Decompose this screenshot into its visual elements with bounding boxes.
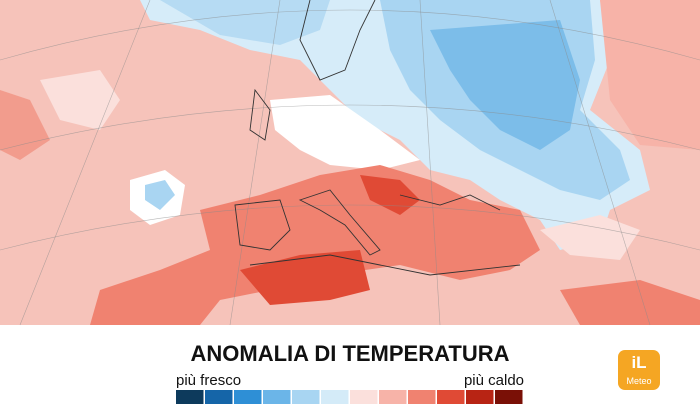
graticule [549,0,651,326]
neutral-area [270,95,420,170]
neutral-area [40,70,120,130]
graticule [229,0,281,326]
color-swatch [466,390,494,404]
neutral-area [540,215,640,260]
color-swatch [437,390,465,404]
logo-badge [618,350,660,390]
coastline [249,254,521,276]
warm-area [600,0,700,150]
color-swatch [495,390,523,404]
color-swatch [176,390,204,404]
warm-area [240,250,370,305]
color-swatch [205,390,233,404]
warm-area [90,165,540,325]
coastline [234,199,291,251]
logo-mark: iL [631,353,646,372]
color-swatch [379,390,407,404]
warm-area [560,280,700,325]
cool-area [160,0,330,45]
color-scale [176,390,523,404]
legend-low-label: più fresco [176,372,241,389]
map [0,0,700,326]
legend-high-label: più caldo [464,372,524,389]
graticule [19,0,151,326]
legend-title: ANOMALIA DI TEMPERATURA [191,341,510,366]
color-swatch [292,390,320,404]
legend: ANOMALIA DI TEMPERATURA più fresco più c… [176,341,524,404]
color-swatch [408,390,436,404]
logo-name: Meteo [626,376,651,386]
coastline [298,189,381,256]
logo: iL Meteo [618,350,660,390]
color-swatch [321,390,349,404]
coastline [299,0,376,81]
cool-area [430,20,580,150]
graticule [0,204,700,251]
graticule [0,104,700,151]
graticule [419,0,441,326]
coastline [249,88,271,141]
warm-area [0,90,50,160]
warm-area [360,175,420,215]
cool-area [145,180,175,210]
graticule [0,9,700,61]
coastline [399,194,501,211]
color-swatch [234,390,262,404]
color-swatch [263,390,291,404]
color-swatch [350,390,378,404]
